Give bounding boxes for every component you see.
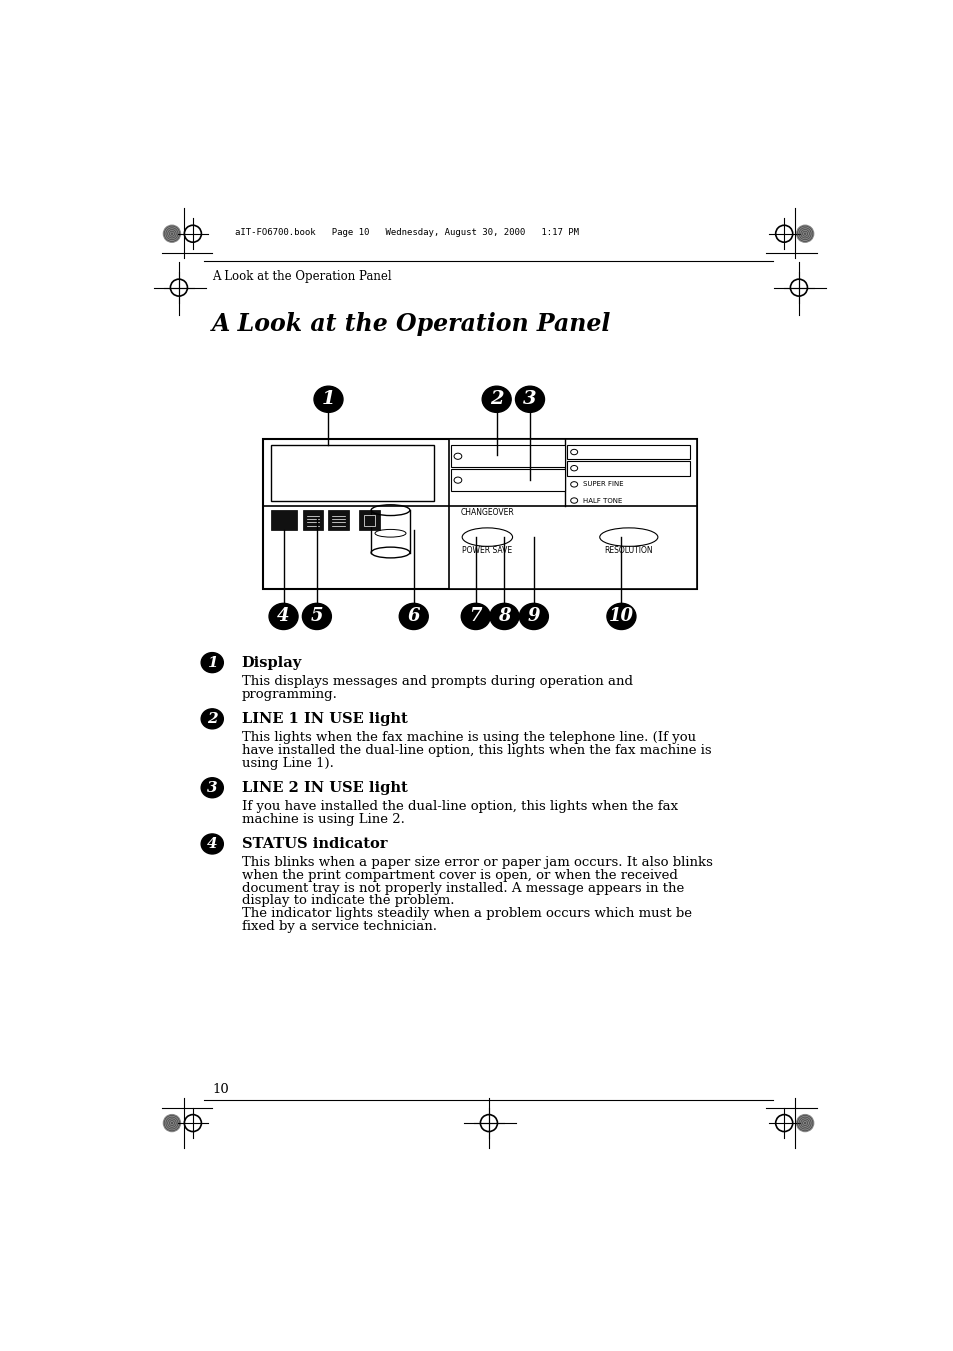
Text: The indicator lights steadily when a problem occurs which must be: The indicator lights steadily when a pro… (241, 907, 691, 920)
Text: 2: 2 (207, 712, 217, 725)
Text: LINE 2 IN USE light: LINE 2 IN USE light (241, 781, 407, 794)
Ellipse shape (515, 386, 544, 412)
Bar (567, 444, 690, 459)
Text: HALF TONE: HALF TONE (582, 497, 621, 504)
Bar (328, 511, 348, 530)
Text: programming.: programming. (241, 688, 337, 701)
Bar (567, 461, 690, 476)
Bar (448, 439, 696, 589)
Text: 5: 5 (311, 608, 323, 626)
Bar (359, 511, 379, 530)
Ellipse shape (490, 604, 518, 630)
Text: 3: 3 (522, 390, 537, 408)
Text: 4: 4 (207, 838, 217, 851)
Text: aIT-FO6700.book   Page 10   Wednesday, August 30, 2000   1:17 PM: aIT-FO6700.book Page 10 Wednesday, Augus… (235, 228, 578, 238)
Circle shape (796, 1115, 813, 1132)
Ellipse shape (399, 604, 428, 630)
Text: document tray is not properly installed. A message appears in the: document tray is not properly installed.… (241, 882, 683, 894)
Text: 1: 1 (321, 390, 335, 408)
Text: CHANGEOVER: CHANGEOVER (460, 508, 514, 517)
Ellipse shape (606, 604, 636, 630)
Text: 9: 9 (527, 608, 539, 626)
Ellipse shape (201, 709, 223, 728)
Bar (271, 446, 434, 501)
Bar (451, 446, 564, 467)
Ellipse shape (518, 604, 548, 630)
Bar (364, 515, 375, 526)
Text: POWER SAVE: POWER SAVE (462, 546, 512, 555)
Ellipse shape (201, 834, 223, 854)
Text: 2: 2 (489, 390, 503, 408)
Text: This blinks when a paper size error or paper jam occurs. It also blinks: This blinks when a paper size error or p… (241, 857, 712, 869)
Text: 8: 8 (497, 608, 510, 626)
Text: 1: 1 (207, 655, 217, 670)
Bar (303, 511, 323, 530)
Text: 4: 4 (277, 608, 290, 626)
Text: have installed the dual-line option, this lights when the fax machine is: have installed the dual-line option, thi… (241, 744, 711, 757)
Text: machine is using Line 2.: machine is using Line 2. (241, 813, 404, 825)
Circle shape (163, 226, 180, 242)
Text: 10: 10 (212, 1084, 229, 1097)
Bar (451, 469, 564, 490)
Text: STATUS indicator: STATUS indicator (241, 838, 387, 851)
Text: This lights when the fax machine is using the telephone line. (If you: This lights when the fax machine is usin… (241, 731, 695, 744)
Ellipse shape (481, 386, 511, 412)
Ellipse shape (302, 604, 331, 630)
Text: using Line 1).: using Line 1). (241, 757, 334, 770)
Text: STANDARD: STANDARD (582, 449, 620, 455)
Text: fixed by a service technician.: fixed by a service technician. (241, 920, 436, 932)
Text: when the print compartment cover is open, or when the received: when the print compartment cover is open… (241, 869, 677, 882)
Text: A Look at the Operation Panel: A Look at the Operation Panel (212, 270, 392, 282)
Text: FINE: FINE (582, 465, 598, 471)
Bar (262, 439, 696, 589)
Text: This displays messages and prompts during operation and: This displays messages and prompts durin… (241, 676, 632, 688)
Text: If you have installed the dual-line option, this lights when the fax: If you have installed the dual-line opti… (241, 800, 678, 813)
Text: LINE 1 IN USE light: LINE 1 IN USE light (241, 712, 407, 725)
Text: Display: Display (241, 655, 302, 670)
Ellipse shape (201, 778, 223, 797)
Text: 3: 3 (207, 781, 217, 794)
Text: STATUS: STATUS (276, 519, 292, 523)
Circle shape (163, 1115, 180, 1132)
Text: 10: 10 (608, 608, 634, 626)
Text: 6: 6 (407, 608, 419, 626)
Text: display to indicate the problem.: display to indicate the problem. (241, 894, 454, 908)
Text: SUPER FINE: SUPER FINE (582, 481, 622, 488)
Text: A Look at the Operation Panel: A Look at the Operation Panel (212, 312, 611, 336)
Text: LINE 2 IN USE: LINE 2 IN USE (466, 477, 514, 484)
Ellipse shape (201, 653, 223, 673)
Text: LINE 1 IN USE: LINE 1 IN USE (466, 453, 514, 459)
Ellipse shape (314, 386, 343, 412)
Text: RESOLUTION: RESOLUTION (604, 546, 653, 555)
Bar (271, 511, 296, 530)
Circle shape (796, 226, 813, 242)
Ellipse shape (269, 604, 297, 630)
Text: 7: 7 (469, 608, 481, 626)
Ellipse shape (460, 604, 490, 630)
